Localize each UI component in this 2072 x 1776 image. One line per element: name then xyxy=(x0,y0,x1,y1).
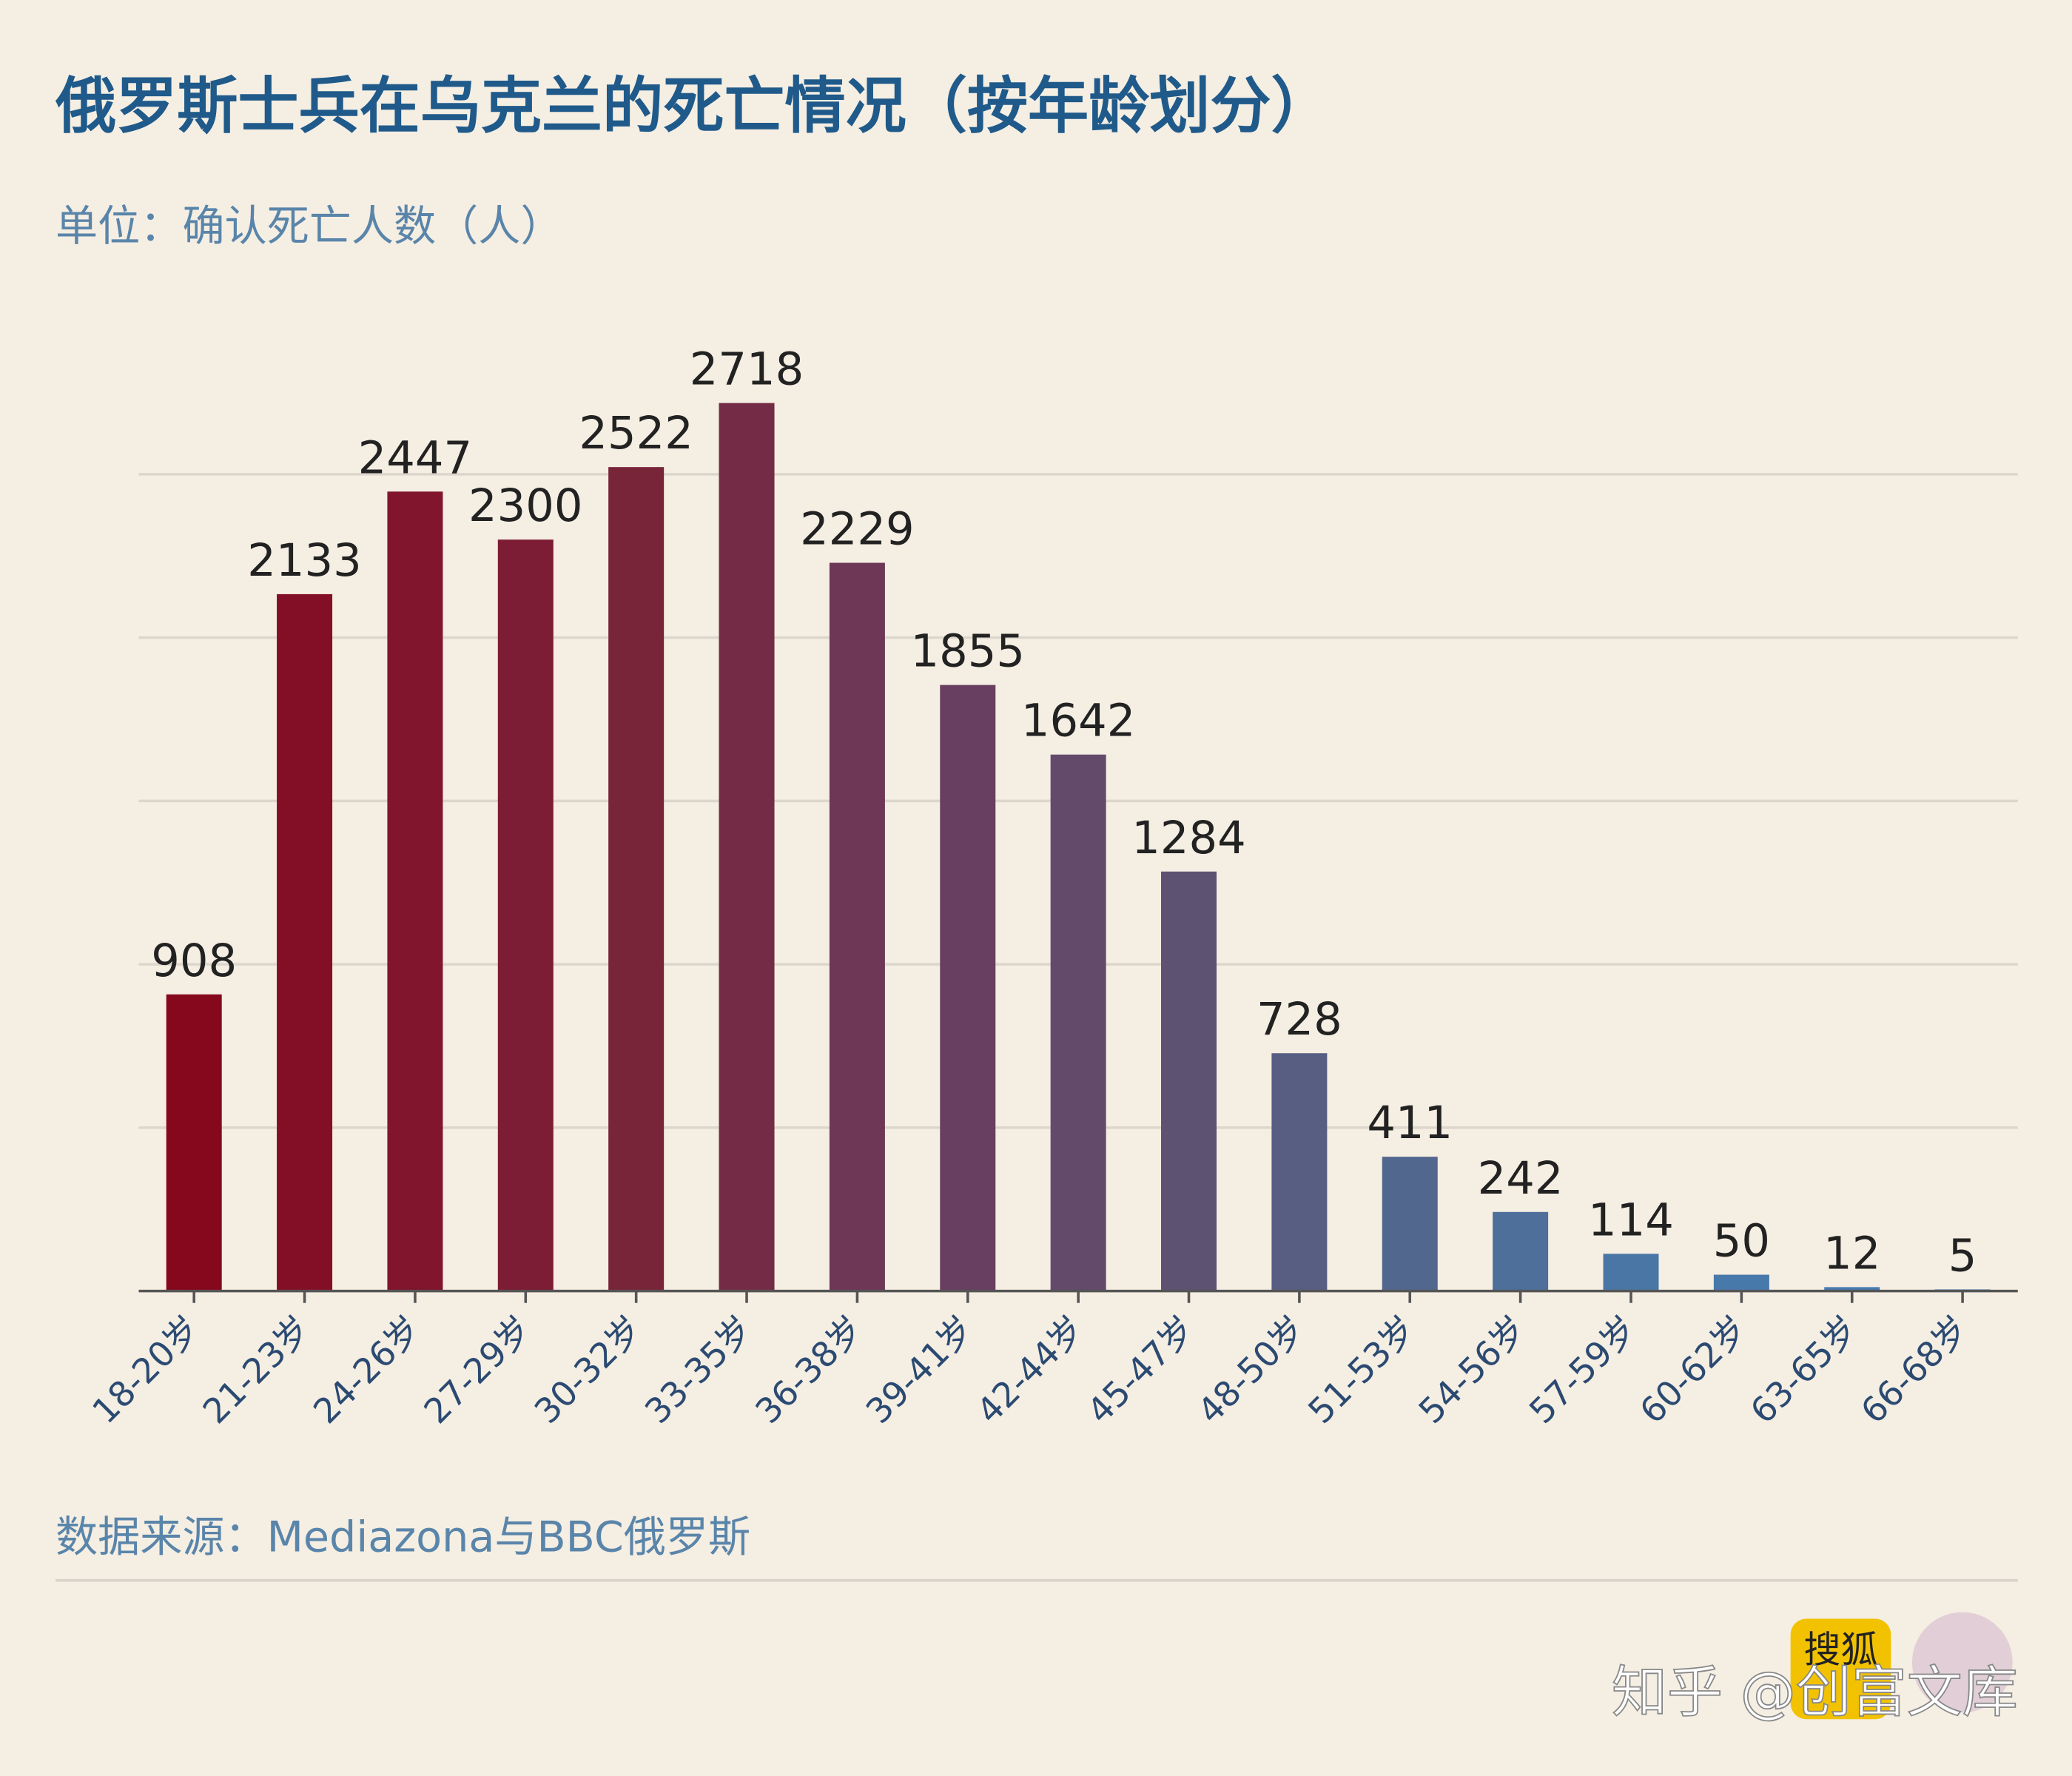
value-label: 1642 xyxy=(1021,696,1136,747)
bar xyxy=(1050,754,1106,1291)
source: 数据来源：Mediazona与BBC俄罗斯 xyxy=(56,1513,750,1561)
bar xyxy=(1271,1053,1328,1291)
value-label: 2300 xyxy=(468,480,582,532)
value-label: 2522 xyxy=(579,408,693,460)
bar xyxy=(1161,871,1217,1291)
bar xyxy=(940,684,996,1291)
value-label: 411 xyxy=(1367,1097,1453,1149)
logo-circle xyxy=(1911,1612,2013,1713)
bar xyxy=(497,539,554,1291)
subtitle: 单位：确认死亡人数（人） xyxy=(56,202,563,251)
value-label: 50 xyxy=(1713,1216,1770,1268)
bar xyxy=(719,403,775,1291)
bar xyxy=(608,467,665,1291)
value-label: 2133 xyxy=(247,535,362,587)
watermark: 知乎 @创富文库 xyxy=(1612,1660,2018,1725)
value-label: 2447 xyxy=(358,432,472,484)
value-label: 2229 xyxy=(800,504,915,556)
value-label: 908 xyxy=(151,935,237,987)
bar xyxy=(1713,1274,1769,1291)
bar xyxy=(1382,1157,1438,1291)
logo-box xyxy=(1790,1618,1891,1720)
bar xyxy=(1493,1211,1549,1291)
bar xyxy=(387,491,443,1291)
value-label: 242 xyxy=(1478,1153,1564,1205)
bar xyxy=(277,593,333,1291)
chart-title: 俄罗斯士兵在乌克兰的死亡情况（按年龄划分） xyxy=(55,71,1332,141)
value-label: 728 xyxy=(1257,994,1342,1046)
value-label: 2718 xyxy=(690,344,804,396)
bar xyxy=(166,994,222,1291)
bar xyxy=(1824,1287,1880,1291)
value-label: 114 xyxy=(1588,1194,1674,1246)
value-label: 5 xyxy=(1948,1230,1977,1282)
bar xyxy=(1603,1254,1659,1291)
value-label: 12 xyxy=(1823,1228,1880,1279)
value-label: 1855 xyxy=(911,626,1026,678)
value-label: 1284 xyxy=(1131,813,1246,864)
bar xyxy=(829,562,885,1291)
logo: 搜狐 xyxy=(1804,1628,1878,1671)
